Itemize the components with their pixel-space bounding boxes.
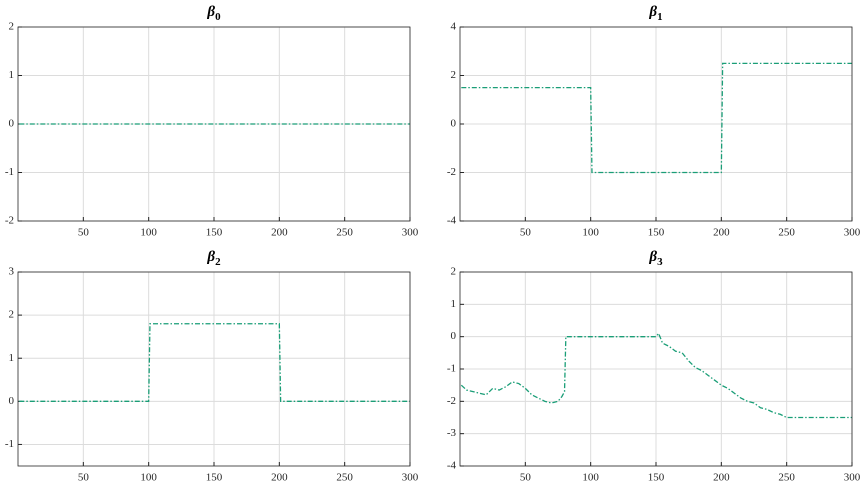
x-tick-label: 300 (402, 472, 419, 484)
axes-frame (459, 271, 853, 467)
y-tick-label: 1 (9, 69, 15, 81)
x-tick-label: 150 (206, 227, 223, 239)
axes-frame (17, 26, 411, 222)
x-tick-label: 100 (582, 472, 599, 484)
x-tick-label: 300 (844, 472, 861, 484)
data-line (460, 332, 852, 419)
x-tick-label: 50 (78, 227, 90, 239)
x-tick-label: 250 (778, 227, 795, 239)
x-tick-label: 250 (336, 227, 353, 239)
subplot-title: β3 (648, 249, 663, 267)
y-tick-label: 4 (451, 21, 457, 33)
x-tick-label: 50 (520, 227, 532, 239)
x-tick-label: 200 (713, 227, 730, 239)
title-symbol: β (206, 4, 215, 20)
subplot-title: β1 (648, 4, 662, 22)
subplot-title: β0 (206, 4, 221, 22)
x-tick-label: 50 (520, 472, 532, 484)
x-tick-label: 100 (140, 472, 157, 484)
axes-frame (17, 271, 411, 467)
y-tick-label: -4 (447, 215, 457, 227)
y-tick-label: -1 (447, 363, 456, 375)
y-tick-label: 0 (9, 118, 15, 130)
y-tick-label: 1 (9, 352, 15, 364)
title-symbol: β (206, 249, 215, 265)
data-line (19, 323, 410, 402)
title-subscript: 0 (215, 11, 221, 23)
axes-frame (459, 26, 853, 222)
x-tick-label: 300 (844, 227, 861, 239)
title-subscript: 3 (657, 256, 663, 268)
title-symbol: β (648, 4, 657, 20)
x-tick-label: 100 (140, 227, 157, 239)
x-tick-label: 300 (402, 227, 419, 239)
y-tick-label: -2 (447, 395, 456, 407)
x-tick-label: 150 (206, 472, 223, 484)
y-tick-label: 3 (9, 266, 15, 278)
subplot-title: β2 (206, 249, 221, 267)
y-tick-label: -1 (5, 438, 14, 450)
y-tick-label: 2 (9, 21, 15, 33)
y-tick-label: 2 (451, 266, 457, 278)
y-tick-label: -2 (5, 215, 14, 227)
y-tick-label: 2 (9, 309, 15, 321)
x-tick-label: 150 (648, 227, 665, 239)
y-tick-label: 0 (451, 118, 457, 130)
x-tick-label: 100 (582, 227, 599, 239)
data-line (461, 62, 852, 174)
y-tick-label: -1 (5, 166, 14, 178)
x-tick-label: 50 (78, 472, 90, 484)
subplot: -4 -2 0 2 4 50 100 150 200 250 300 β1 (447, 4, 861, 238)
x-tick-label: 250 (778, 472, 795, 484)
x-tick-label: 200 (271, 227, 288, 239)
x-tick-label: 150 (648, 472, 665, 484)
y-tick-label: 0 (451, 330, 457, 342)
x-tick-label: 200 (271, 472, 288, 484)
y-tick-label: 1 (451, 298, 457, 310)
title-symbol: β (648, 249, 657, 265)
y-tick-label: 2 (451, 69, 457, 81)
y-tick-label: -3 (447, 427, 457, 439)
x-tick-label: 250 (336, 472, 353, 484)
y-tick-label: -4 (447, 460, 457, 472)
x-tick-label: 200 (713, 472, 730, 484)
y-tick-label: -2 (447, 166, 456, 178)
title-subscript: 2 (215, 256, 221, 268)
title-subscript: 1 (657, 11, 663, 23)
y-tick-label: 0 (9, 395, 15, 407)
